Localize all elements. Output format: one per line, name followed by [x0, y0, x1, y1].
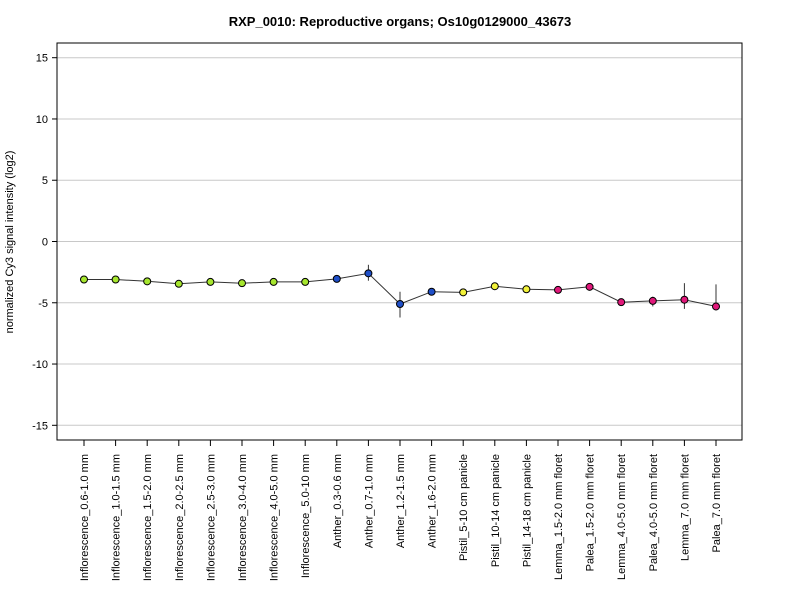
- x-tick-label-10: Anther_1.2-1.5 mm: [395, 454, 407, 548]
- y-axis: -15 -10 -5 0 5 10 15: [32, 53, 57, 432]
- data-point-7: [301, 277, 310, 286]
- x-tick-label-14: Pistil_14-18 cm panicle: [521, 454, 533, 567]
- data-point-20: [712, 302, 720, 311]
- x-tick-label-9: Anther_0.7-1.0 mm: [363, 454, 375, 548]
- x-tick-label-4: Inflorescence_2.5-3.0 mm: [205, 454, 217, 581]
- data-point-4: [206, 277, 215, 286]
- data-point-16: [585, 282, 594, 291]
- x-tick-label-2: Inflorescence_1.5-2.0 mm: [142, 454, 154, 581]
- data-point-15: [554, 285, 562, 294]
- y-tick-label-0: -15: [32, 420, 48, 432]
- y-axis-label: normalized Cy3 signal intensity (log2): [4, 151, 16, 334]
- data-point-11: [427, 287, 436, 296]
- x-tick-label-3: Inflorescence_2.0-2.5 mm: [174, 454, 186, 581]
- data-points: [80, 269, 720, 311]
- y-tick-label-1: -10: [32, 359, 48, 371]
- y-tick-label-2: -5: [38, 298, 48, 310]
- data-point-12: [459, 288, 468, 297]
- x-tick-label-11: Anther_1.6-2.0 mm: [427, 454, 439, 548]
- data-point-1: [111, 275, 120, 284]
- data-point-5: [238, 279, 246, 288]
- y-tick-label-3: 0: [42, 237, 48, 249]
- x-tick-label-17: Lemma_4.0-5.0 mm floret: [616, 454, 628, 580]
- data-point-13: [490, 282, 499, 291]
- x-tick-label-12: Pistil_5-10 cm panicle: [458, 454, 470, 561]
- y-tick-label-5: 10: [36, 114, 48, 126]
- x-tick-label-15: Lemma_1.5-2.0 mm floret: [553, 454, 565, 580]
- data-point-3: [174, 279, 183, 288]
- x-tick-label-0: Inflorescence_0.6-1.0 mm: [79, 454, 91, 581]
- data-point-14: [522, 285, 531, 294]
- data-point-0: [80, 275, 88, 284]
- x-tick-label-16: Palea_1.5-2.0 mm floret: [585, 454, 597, 571]
- x-axis: Inflorescence_0.6-1.0 mm Inflorescence_1.…: [79, 440, 723, 581]
- data-point-10: [396, 299, 404, 308]
- x-tick-label-1: Inflorescence_1.0-1.5 mm: [111, 454, 123, 581]
- chart-title: RXP_0010: Reproductive organs; Os10g0129…: [229, 14, 572, 29]
- error-bars: [367, 264, 717, 318]
- y-tick-label-4: 5: [42, 175, 48, 187]
- x-tick-label-18: Palea_4.0-5.0 mm floret: [648, 454, 660, 571]
- grid-lines: [57, 57, 742, 426]
- x-tick-label-20: Palea_7.0 mm floret: [711, 454, 723, 552]
- data-point-18: [648, 296, 657, 305]
- data-point-6: [269, 277, 278, 286]
- data-point-2: [143, 277, 152, 286]
- x-tick-label-5: Inflorescence_3.0-4.0 mm: [237, 454, 249, 581]
- data-point-8: [332, 274, 341, 283]
- data-point-17: [617, 298, 626, 307]
- y-tick-label-6: 15: [36, 53, 48, 65]
- x-tick-label-6: Inflorescence_4.0-5.0 mm: [269, 454, 281, 581]
- x-tick-label-13: Pistil_10-14 cm panicle: [490, 454, 502, 567]
- x-tick-label-19: Lemma_7.0 mm floret: [679, 454, 691, 561]
- data-point-19: [680, 295, 689, 304]
- x-tick-label-8: Anther_0.3-0.6 mm: [332, 454, 344, 548]
- x-tick-label-7: Inflorescence_5.0-10 mm: [300, 454, 312, 578]
- data-point-9: [364, 269, 373, 278]
